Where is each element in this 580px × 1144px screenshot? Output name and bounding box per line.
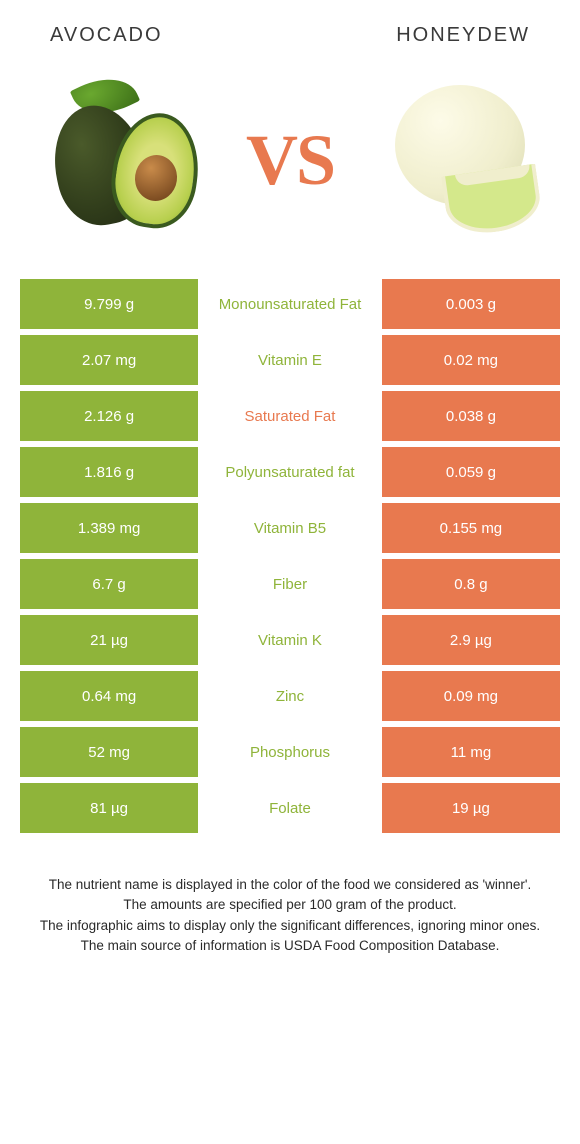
value-left: 1.816 g: [20, 447, 198, 497]
nutrient-label: Folate: [198, 783, 382, 833]
value-right: 19 µg: [382, 783, 560, 833]
table-row: 21 µgVitamin K2.9 µg: [20, 615, 560, 665]
nutrient-label: Vitamin K: [198, 615, 382, 665]
vs-label: VS: [246, 119, 334, 202]
nutrient-label: Monounsaturated Fat: [198, 279, 382, 329]
footer-line: The main source of information is USDA F…: [34, 936, 546, 956]
value-left: 52 mg: [20, 727, 198, 777]
honeydew-image: [370, 75, 550, 245]
table-row: 1.816 gPolyunsaturated fat0.059 g: [20, 447, 560, 497]
value-right: 0.059 g: [382, 447, 560, 497]
value-left: 2.07 mg: [20, 335, 198, 385]
value-left: 0.64 mg: [20, 671, 198, 721]
table-row: 52 mgPhosphorus11 mg: [20, 727, 560, 777]
footer-notes: The nutrient name is displayed in the co…: [20, 875, 560, 956]
title-left: AVOCADO: [50, 24, 163, 47]
table-row: 2.07 mgVitamin E0.02 mg: [20, 335, 560, 385]
honeydew-slice-icon: [441, 164, 544, 239]
footer-line: The infographic aims to display only the…: [34, 916, 546, 936]
value-left: 9.799 g: [20, 279, 198, 329]
value-right: 0.003 g: [382, 279, 560, 329]
nutrient-label: Zinc: [198, 671, 382, 721]
value-right: 0.038 g: [382, 391, 560, 441]
table-row: 81 µgFolate19 µg: [20, 783, 560, 833]
value-left: 6.7 g: [20, 559, 198, 609]
table-row: 2.126 gSaturated Fat0.038 g: [20, 391, 560, 441]
table-row: 0.64 mgZinc0.09 mg: [20, 671, 560, 721]
comparison-table: 9.799 gMonounsaturated Fat0.003 g 2.07 mg…: [20, 273, 560, 839]
nutrient-label: Polyunsaturated fat: [198, 447, 382, 497]
title-row: AVOCADO HONEYDEW: [20, 24, 560, 47]
value-right: 0.8 g: [382, 559, 560, 609]
value-right: 0.02 mg: [382, 335, 560, 385]
value-right: 11 mg: [382, 727, 560, 777]
value-right: 0.09 mg: [382, 671, 560, 721]
value-left: 21 µg: [20, 615, 198, 665]
image-row: VS: [20, 75, 560, 245]
table-row: 1.389 mgVitamin B50.155 mg: [20, 503, 560, 553]
nutrient-label: Vitamin B5: [198, 503, 382, 553]
avocado-image: [30, 75, 210, 245]
nutrient-label: Phosphorus: [198, 727, 382, 777]
value-left: 81 µg: [20, 783, 198, 833]
nutrient-label: Vitamin E: [198, 335, 382, 385]
title-right: HONEYDEW: [396, 24, 530, 47]
table-row: 6.7 gFiber0.8 g: [20, 559, 560, 609]
value-left: 2.126 g: [20, 391, 198, 441]
nutrient-label: Saturated Fat: [198, 391, 382, 441]
nutrient-label: Fiber: [198, 559, 382, 609]
footer-line: The amounts are specified per 100 gram o…: [34, 895, 546, 915]
value-left: 1.389 mg: [20, 503, 198, 553]
footer-line: The nutrient name is displayed in the co…: [34, 875, 546, 895]
table-row: 9.799 gMonounsaturated Fat0.003 g: [20, 279, 560, 329]
value-right: 2.9 µg: [382, 615, 560, 665]
value-right: 0.155 mg: [382, 503, 560, 553]
